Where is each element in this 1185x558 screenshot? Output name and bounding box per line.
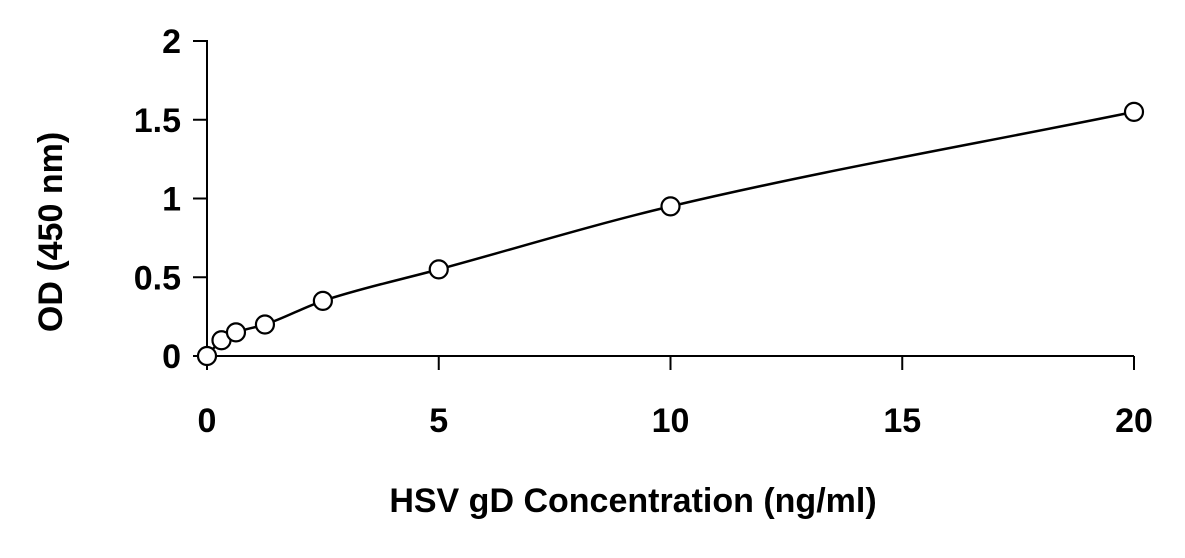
fit-curve-layer bbox=[206, 110, 1135, 357]
axes: 00.511.520 5 10 15 20 bbox=[134, 23, 1153, 440]
data-points-layer bbox=[196, 101, 1145, 367]
data-point bbox=[428, 259, 449, 280]
data-point bbox=[312, 290, 333, 311]
x-tick-label: 5 bbox=[429, 402, 448, 440]
x-tick-label: 10 bbox=[652, 402, 690, 440]
fit-curve bbox=[206, 110, 1135, 357]
data-point bbox=[1123, 101, 1145, 122]
y-tick-label: 0.5 bbox=[134, 259, 181, 297]
data-point bbox=[225, 322, 247, 343]
x-axis-title: HSV gD Concentration (ng/ml) bbox=[389, 482, 876, 520]
x-tick-label: 0 bbox=[198, 402, 217, 440]
data-point bbox=[196, 345, 218, 367]
data-point bbox=[254, 314, 276, 335]
y-tick-label: 1 bbox=[162, 181, 181, 219]
data-point bbox=[660, 196, 681, 217]
x-tick-label: 20 bbox=[1115, 402, 1153, 440]
y-tick-label: 1.5 bbox=[134, 102, 181, 140]
y-tick-label: 2 bbox=[162, 23, 181, 61]
x-tick-label: 15 bbox=[883, 402, 921, 440]
y-axis-title: OD (450 nm) bbox=[32, 132, 70, 332]
y-tick-label: 0 bbox=[162, 338, 181, 376]
